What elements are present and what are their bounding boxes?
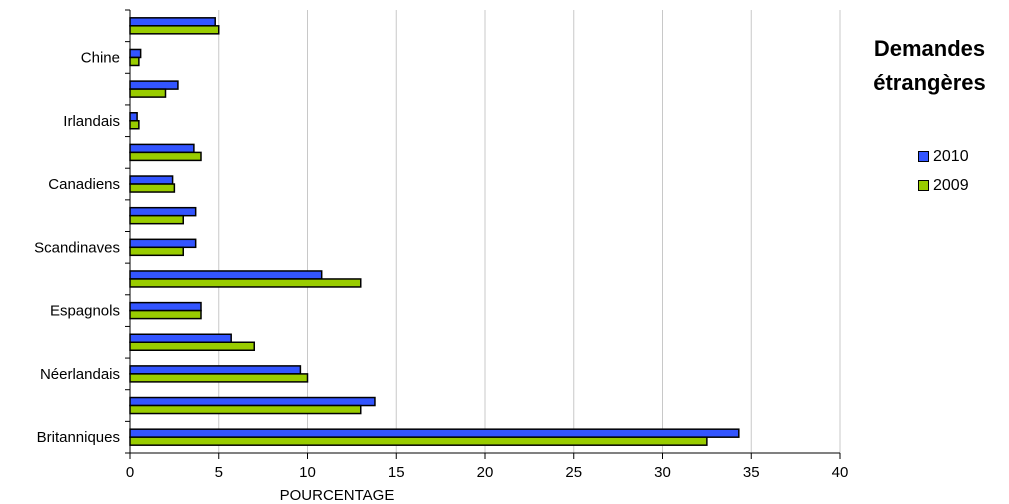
bar-2010-4 [129, 301, 202, 312]
legend-swatch-2009 [918, 180, 929, 191]
bar-2009-13 [129, 25, 220, 35]
legend-title-line-2: étrangères [873, 70, 986, 95]
bar-2010-1 [129, 396, 376, 407]
x-tick-label-30: 30 [654, 464, 671, 481]
axes [125, 9, 841, 459]
bar-2010-7 [129, 206, 197, 217]
x-tick-label-20: 20 [477, 464, 494, 481]
bar-2009-3 [129, 341, 255, 351]
bar-2009-0 [129, 436, 708, 446]
legend-item-2010: 2010 [918, 142, 969, 171]
x-tick-label-0: 0 [126, 464, 134, 481]
bar-2009-2 [129, 373, 309, 383]
category-label-2: Néerlandais [40, 366, 120, 383]
x-tick-label-25: 25 [565, 464, 582, 481]
x-tick-label-40: 40 [832, 464, 849, 481]
x-tick-label-10: 10 [299, 464, 316, 481]
bar-2010-10 [129, 112, 138, 122]
bar-2010-11 [129, 80, 179, 90]
legend: 2010 2009 [918, 142, 969, 200]
bar-2010-6 [129, 238, 197, 249]
bar-2010-13 [129, 17, 216, 27]
legend-label-2009: 2009 [933, 176, 969, 194]
legend-label-2010: 2010 [933, 147, 969, 165]
category-label-12: Chine [81, 49, 120, 66]
x-axis-title: POURCENTAGE [280, 487, 395, 504]
category-labels: Britanniques Néerlandais Espagnols Scandina… [34, 49, 120, 446]
category-label-8: Canadiens [48, 176, 120, 193]
category-label-6: Scandinaves [34, 239, 120, 256]
x-tick-label-5: 5 [215, 464, 223, 481]
bar-2009-1 [129, 404, 362, 415]
bars [129, 17, 740, 446]
bar-2009-4 [129, 309, 202, 320]
bar-2010-12 [129, 48, 142, 59]
bar-2010-5 [129, 270, 323, 280]
bar-2010-8 [129, 175, 174, 185]
category-label-10: Irlandais [63, 113, 120, 130]
legend-title-line-1: Demandes [873, 36, 986, 61]
category-label-0: Britanniques [37, 429, 120, 446]
legend-item-2009: 2009 [918, 171, 969, 200]
x-tick-label-35: 35 [743, 464, 760, 481]
bar-2009-9 [129, 151, 202, 162]
bar-2009-8 [129, 183, 176, 193]
bar-2009-5 [129, 278, 362, 288]
tick-labels: 0 5 10 15 20 25 30 35 40 [126, 464, 849, 481]
x-tick-label-15: 15 [388, 464, 405, 481]
legend-swatch-2010 [918, 151, 929, 162]
bar-2010-3 [129, 333, 232, 343]
bar-2010-2 [129, 365, 302, 375]
category-label-4: Espagnols [50, 303, 120, 320]
bar-2009-10 [129, 120, 140, 130]
legend-title: Demandes étrangères [850, 32, 1009, 100]
bar-2009-12 [129, 56, 140, 67]
bar-2009-11 [129, 88, 167, 98]
grid-lines [218, 10, 841, 453]
bar-2010-0 [129, 428, 740, 438]
bar-2010-9 [129, 143, 195, 154]
bar-2009-7 [129, 214, 184, 225]
bar-2009-6 [129, 246, 184, 257]
